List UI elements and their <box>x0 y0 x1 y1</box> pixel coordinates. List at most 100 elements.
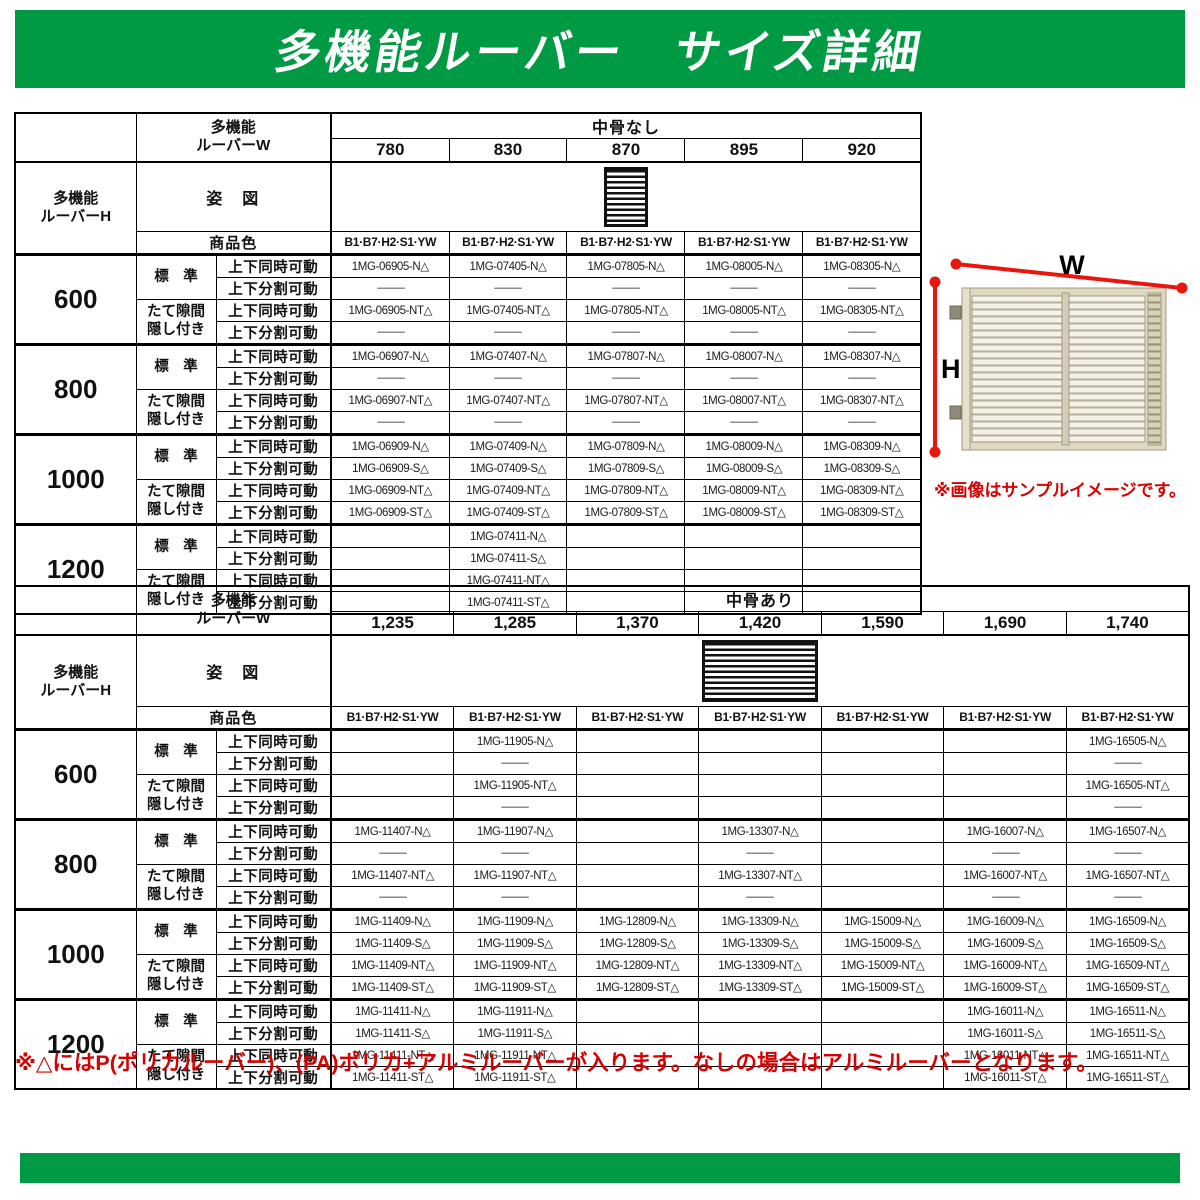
product-code-cell: 1MG-08007-N△ <box>684 342 804 368</box>
code-text: — <box>379 847 407 859</box>
code-text: 1MG-11407-NT△ <box>351 870 434 882</box>
movable-label: 上下同時可動 <box>215 432 333 458</box>
product-code-cell: 1MG-07405-N△ <box>448 252 568 278</box>
type-gap-line2: 隠し付き <box>147 502 205 518</box>
product-code-cell <box>943 751 1067 775</box>
code-text: 1MG-08307-NT△ <box>819 395 904 407</box>
size-table-no-centerbar: 多機能 ルーバーW 中骨なし 780 830 870 895 920 多機能 ルーバーH 姿 図商品… <box>14 112 922 615</box>
code-text: 1MG-07405-N△ <box>469 261 547 273</box>
corner-cell <box>14 112 137 162</box>
product-code-cell <box>698 1021 822 1045</box>
code-text: 1MG-11907-N△ <box>476 826 553 838</box>
product-code-cell: — <box>330 841 455 865</box>
product-code-cell <box>575 751 700 775</box>
product-code-cell: — <box>802 366 922 390</box>
product-code-cell <box>802 546 922 570</box>
code-text: 1MG-07409-NT△ <box>466 485 550 497</box>
type-gap-line1: たて隙間 <box>147 958 205 975</box>
code-text: 1MG-06905-NT△ <box>348 305 433 317</box>
product-code-cell: 1MG-16009-ST△ <box>943 975 1067 1000</box>
louver-h-line2: ルーバーH <box>40 207 112 225</box>
type-standard: 標 準 <box>135 727 217 775</box>
code-text: — <box>612 372 641 384</box>
product-code-cell: 1MG-08309-NT△ <box>802 478 922 502</box>
product-code-cell: 1MG-11907-NT△ <box>453 863 577 887</box>
code-text: 1MG-07807-N△ <box>587 351 665 363</box>
product-code-cell <box>330 751 455 775</box>
code-text: — <box>376 282 405 294</box>
louver-product-image: W H <box>929 250 1188 458</box>
code-text: 1MG-07809-N△ <box>587 441 665 453</box>
code-text: 1MG-13309-N△ <box>721 916 799 928</box>
movable-label: 上下同時可動 <box>215 907 333 933</box>
type-gap-line1: たて隙間 <box>147 778 205 795</box>
product-code-cell: 1MG-07809-S△ <box>566 456 686 480</box>
product-code-cell: — <box>1065 841 1190 865</box>
product-code-cell: 1MG-11911-N△ <box>453 997 577 1023</box>
product-code-cell: 1MG-07409-ST△ <box>448 500 568 525</box>
product-code-cell: — <box>943 841 1067 865</box>
product-code-cell: 1MG-16011-NT△ <box>943 1043 1067 1067</box>
product-code-cell <box>820 885 945 910</box>
width-value: 1,235 <box>330 611 455 635</box>
product-code-cell: 1MG-16505-NT△ <box>1065 773 1190 797</box>
code-text: 1MG-15009-S△ <box>844 938 921 950</box>
type-gap-line1: たて隙間 <box>147 868 205 885</box>
product-code-cell: 1MG-12809-NT△ <box>575 953 700 977</box>
code-text: 1MG-07805-N△ <box>587 261 665 273</box>
product-code-cell: 1MG-11907-N△ <box>453 817 577 843</box>
movable-label: 上下分割可動 <box>215 795 333 820</box>
code-text: 1MG-16505-NT△ <box>1085 780 1170 792</box>
movable-label: 上下同時可動 <box>215 953 333 977</box>
type-gap-hiding: たて隙間 隠し付き <box>135 953 217 1000</box>
bracket-top <box>949 305 962 320</box>
product-code-cell: 1MG-15009-S△ <box>820 931 945 955</box>
color-codes: B1·B7·H2·S1·YW <box>453 705 577 730</box>
code-text: 1MG-13309-NT△ <box>718 960 802 972</box>
product-code-cell <box>820 863 945 887</box>
type-gap-line1: たて隙間 <box>147 1048 205 1065</box>
code-text: 1MG-07809-NT△ <box>584 485 668 497</box>
product-code-cell: 1MG-16009-NT△ <box>943 953 1067 977</box>
product-code-cell <box>820 751 945 775</box>
type-gap-line2: 隠し付き <box>147 1067 205 1083</box>
product-code-cell: 1MG-11911-NT△ <box>453 1043 577 1067</box>
height-value: 1000 <box>14 907 137 1000</box>
product-code-cell: — <box>566 366 686 390</box>
code-text: — <box>494 282 523 294</box>
product-code-cell: — <box>698 841 822 865</box>
product-code-cell: 1MG-07809-ST△ <box>566 500 686 525</box>
product-code-cell: 1MG-16007-N△ <box>943 817 1067 843</box>
code-text: 1MG-06907-N△ <box>351 351 429 363</box>
color-codes: B1·B7·H2·S1·YW <box>820 705 945 730</box>
product-code-cell: 1MG-06909-NT△ <box>330 478 450 502</box>
code-text: 1MG-16511-ST△ <box>1086 1072 1169 1084</box>
movable-label: 上下同時可動 <box>215 252 333 278</box>
w-dimension-label: W <box>1059 250 1085 280</box>
product-code-cell: 1MG-08307-NT△ <box>802 388 922 412</box>
product-code-cell: 1MG-08009-NT△ <box>684 478 804 502</box>
code-text: 1MG-08309-S△ <box>823 463 901 475</box>
type-gap-line2: 隠し付き <box>147 322 205 338</box>
product-code-cell: 1MG-11909-NT△ <box>453 953 577 977</box>
product-code-cell: 1MG-11407-N△ <box>330 817 455 843</box>
code-text: 1MG-12809-ST△ <box>595 982 679 994</box>
width-value: 1,370 <box>575 611 700 635</box>
product-code-cell: 1MG-11911-S△ <box>453 1021 577 1045</box>
code-text: 1MG-12809-N△ <box>598 916 676 928</box>
code-text: — <box>848 326 876 338</box>
product-code-cell: 1MG-15009-N△ <box>820 907 945 933</box>
code-text: 1MG-11411-S△ <box>355 1028 430 1040</box>
code-text: — <box>494 416 523 428</box>
code-text: 1MG-11911-NT△ <box>473 1050 556 1062</box>
product-code-cell: 1MG-16507-N△ <box>1065 817 1190 843</box>
product-code-cell <box>330 795 455 820</box>
height-value: 1000 <box>14 432 137 525</box>
sample-image-caption: ※画像はサンプルイメージです。 <box>934 481 1186 500</box>
h-dimension-label: H <box>941 354 961 384</box>
louver-panel <box>961 287 1167 451</box>
product-code-cell: — <box>1065 885 1190 910</box>
code-text: — <box>746 891 775 903</box>
width-value: 1,740 <box>1065 611 1190 635</box>
